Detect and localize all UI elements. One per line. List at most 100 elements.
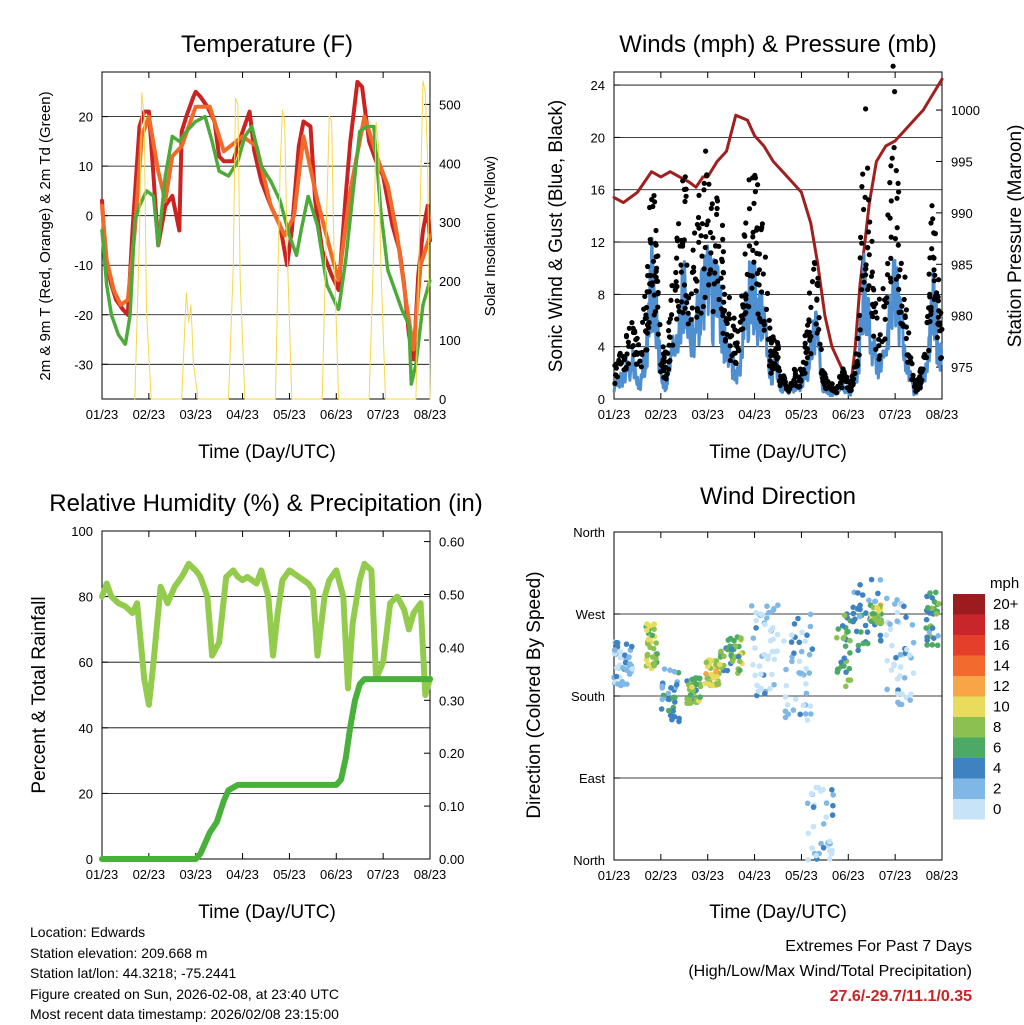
solar-insolation-line (134, 80, 431, 400)
direction-point (782, 708, 789, 715)
gust-point (719, 222, 726, 228)
speed-legend-title: mph (990, 575, 1019, 592)
gust-point (751, 200, 757, 206)
direction-point (933, 611, 940, 617)
temperature-panel: Temperature (F) Time (Day/UTC) 2m & 9m T… (37, 31, 499, 463)
direction-point (888, 667, 895, 673)
direction-point (804, 800, 811, 807)
direction-point (855, 642, 862, 649)
direction-point (644, 627, 650, 634)
y2-tick-label: 100 (439, 333, 461, 348)
y-tick-label: East (579, 771, 605, 786)
direction-point (891, 662, 897, 669)
gust-point (692, 230, 698, 236)
gust-point (932, 272, 938, 278)
direction-point (803, 665, 809, 672)
gust-point (804, 346, 811, 352)
direction-point (855, 647, 861, 654)
gust-point (758, 227, 764, 233)
gust-point (726, 311, 732, 317)
gust-point (913, 387, 920, 393)
gust-point (732, 360, 738, 366)
gust-point (902, 313, 908, 319)
gust-point (882, 316, 888, 322)
latlon-text: Station lat/lon: 44.3218; -75.2441 (30, 965, 237, 981)
gust-point (927, 291, 933, 297)
gust-point (630, 343, 636, 349)
gust-point (708, 250, 714, 256)
gust-point (727, 357, 734, 364)
x-tick-label: 06/23 (832, 407, 865, 422)
direction-point (929, 625, 936, 631)
direction-point (929, 605, 935, 612)
gust-point (880, 286, 886, 292)
gust-point (816, 326, 822, 333)
y-tick-label: 0 (86, 209, 93, 224)
extremes-title: Extremes For Past 7 Days (785, 938, 972, 955)
gust-point (618, 361, 624, 367)
gust-point (887, 180, 893, 186)
direction-point (858, 629, 864, 635)
direction-point (884, 595, 890, 602)
direction-point (863, 610, 869, 616)
gust-point (688, 317, 694, 323)
direction-point (868, 576, 875, 583)
gust-point (857, 327, 863, 333)
gust-point (703, 148, 709, 154)
gust-point (917, 384, 923, 391)
x-tick-label: 03/23 (691, 868, 724, 883)
gust-point (712, 270, 718, 276)
gust-point (876, 343, 882, 349)
gust-point (756, 282, 762, 288)
gust-point (900, 323, 906, 329)
gust-point (760, 271, 766, 277)
direction-point (830, 802, 836, 809)
gust-point (775, 345, 782, 351)
gust-point (643, 304, 650, 311)
gust-point (637, 358, 643, 364)
direction-point (697, 675, 703, 682)
direction-ylabel-left: Direction (Colored By Speed) (524, 571, 545, 818)
gust-point (749, 273, 755, 279)
gust-point (869, 238, 875, 244)
x-tick-label: 04/23 (738, 407, 771, 422)
direction-point (611, 647, 618, 653)
gust-point (876, 356, 882, 362)
x-tick-label: 07/23 (879, 868, 912, 883)
direction-point (834, 669, 841, 675)
direction-point (843, 683, 849, 690)
direction-point (629, 643, 635, 650)
gust-point (821, 370, 827, 376)
y2-tick-label: 0 (439, 392, 446, 407)
direction-point (830, 792, 836, 798)
station-pressure-line (612, 77, 944, 390)
gust-point (936, 277, 942, 283)
gust-point (737, 319, 743, 325)
y2-tick-label: 0.60 (439, 535, 464, 550)
y-tick-label: -20 (74, 308, 93, 323)
gust-point (701, 187, 707, 193)
gust-point (681, 237, 687, 243)
gust-point (708, 267, 714, 273)
speed-legend-label: 20+ (993, 596, 1019, 613)
direction-point (877, 617, 883, 624)
direction-point (645, 661, 651, 667)
gust-point (904, 352, 910, 358)
gust-point (804, 355, 811, 361)
direction-point (866, 597, 872, 604)
y-tick-label: 80 (79, 590, 93, 605)
direction-point (860, 640, 867, 647)
gust-point (667, 358, 673, 364)
gust-point (768, 370, 774, 376)
gust-point (671, 283, 677, 289)
gust-point (674, 298, 680, 304)
direction-point (737, 658, 743, 665)
direction-point (659, 696, 666, 703)
direction-point (791, 650, 797, 656)
direction-point (933, 589, 939, 596)
gust-point (674, 255, 680, 261)
direction-point (791, 621, 798, 627)
gust-point (851, 376, 857, 382)
direction-point (872, 615, 878, 622)
